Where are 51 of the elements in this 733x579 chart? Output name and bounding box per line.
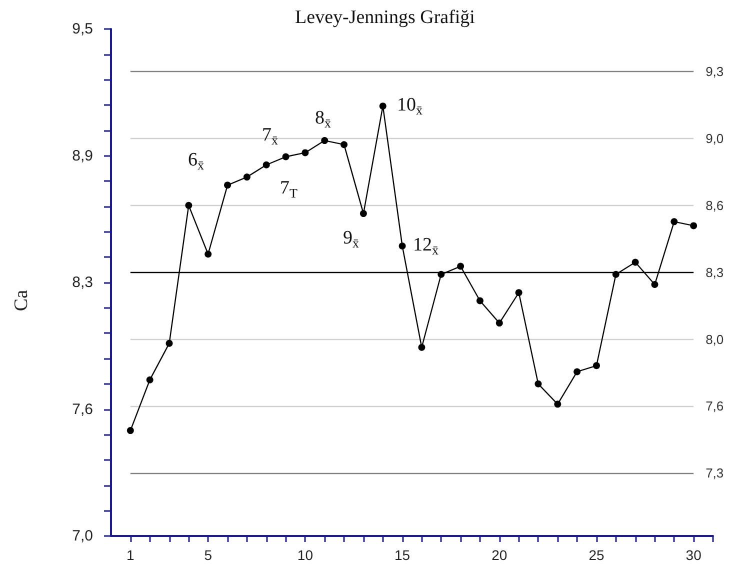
ref-line-label: 7,6 bbox=[706, 398, 724, 414]
y-axis-title: Ca bbox=[11, 289, 32, 312]
point bbox=[379, 102, 386, 110]
point bbox=[398, 242, 406, 250]
point bbox=[282, 153, 290, 160]
ref-line-label: 8,0 bbox=[706, 332, 724, 347]
y-tick-label: 9,5 bbox=[72, 20, 93, 38]
y-tick-label: 7,6 bbox=[72, 400, 93, 418]
ref-line-label: 8,6 bbox=[706, 198, 724, 213]
x-tick-label: 15 bbox=[394, 547, 410, 563]
point bbox=[476, 297, 484, 304]
point bbox=[185, 202, 192, 209]
point bbox=[146, 376, 154, 384]
point bbox=[243, 174, 250, 181]
x-tick-label: 10 bbox=[297, 547, 314, 563]
point bbox=[126, 427, 134, 434]
point bbox=[166, 340, 173, 347]
point bbox=[534, 380, 542, 388]
y-tick-label: 8,3 bbox=[72, 274, 93, 291]
x-tick-label: 30 bbox=[686, 547, 702, 563]
point bbox=[574, 368, 581, 376]
point bbox=[496, 320, 503, 327]
point bbox=[302, 149, 309, 156]
point bbox=[670, 218, 678, 226]
x-tick-label: 5 bbox=[204, 547, 212, 563]
x-tick-label: 25 bbox=[588, 547, 604, 563]
point bbox=[360, 210, 367, 218]
point bbox=[418, 344, 426, 351]
ref-line-label: 8,3 bbox=[706, 264, 724, 280]
point bbox=[204, 250, 212, 258]
point bbox=[651, 281, 658, 288]
x-tick-label: 1 bbox=[126, 547, 135, 563]
chart-title: Levey-Jennings Grafiği bbox=[295, 7, 475, 28]
point bbox=[321, 137, 328, 144]
y-tick-label: 8,9 bbox=[72, 147, 93, 164]
y-tick-label: 7,0 bbox=[72, 528, 93, 544]
ref-line-label: 7,3 bbox=[706, 466, 724, 481]
point bbox=[438, 270, 445, 278]
point bbox=[340, 141, 348, 148]
ref-line-label: 9,3 bbox=[706, 64, 724, 80]
point bbox=[632, 258, 639, 266]
point bbox=[554, 400, 562, 408]
ref-line-label: 9,0 bbox=[706, 131, 724, 146]
point bbox=[592, 362, 600, 370]
point bbox=[224, 182, 232, 189]
point bbox=[515, 289, 522, 296]
x-tick-label: 20 bbox=[492, 547, 508, 563]
point bbox=[262, 161, 270, 168]
point bbox=[457, 262, 464, 270]
point bbox=[612, 270, 620, 278]
point bbox=[690, 222, 698, 230]
